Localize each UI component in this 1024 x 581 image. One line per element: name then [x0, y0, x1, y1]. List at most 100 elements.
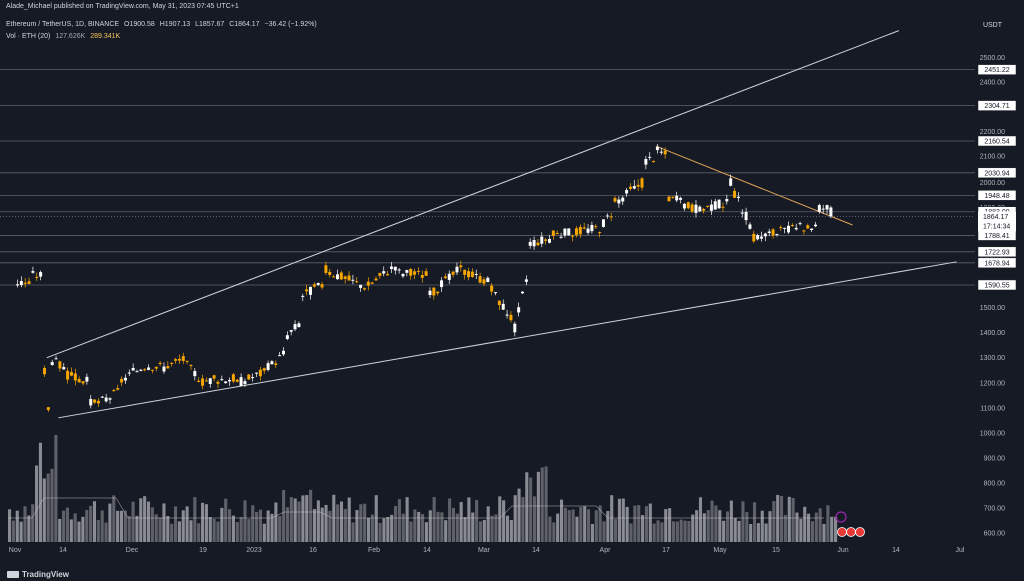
candle-body: [239, 377, 243, 387]
volume-bar: [189, 520, 193, 542]
volume-bar: [602, 521, 606, 542]
candle-body: [266, 363, 270, 370]
candle-body: [428, 290, 432, 296]
volume-bar: [787, 496, 791, 542]
volume-bar: [228, 509, 232, 542]
candle-body: [459, 265, 463, 268]
volume-bar: [594, 510, 598, 542]
high-value: H1907.13: [159, 21, 191, 28]
candle-body: [362, 288, 366, 290]
candle-body: [228, 380, 232, 382]
candle-body: [455, 266, 459, 273]
volume-ma-value: 289.341K: [90, 33, 121, 40]
volume-bar: [274, 502, 278, 542]
candle-body: [821, 208, 825, 210]
candle-body: [467, 271, 471, 278]
candle-body: [224, 381, 228, 384]
candle-body: [335, 274, 339, 280]
volume-bar: [725, 511, 730, 542]
candle-body: [112, 390, 116, 392]
candle-body: [386, 274, 390, 276]
candle-body: [709, 204, 713, 211]
volume-bar: [270, 513, 274, 542]
volume-bar: [448, 498, 452, 542]
candle-body: [447, 273, 451, 280]
volume-bar: [486, 506, 490, 542]
volume-label[interactable]: Vol · ETH (20): [6, 33, 51, 40]
candle-body: [648, 156, 652, 158]
price-tick-label: 1200.00: [980, 380, 1005, 387]
volume-bar: [108, 503, 112, 542]
volume-bar: [671, 521, 676, 542]
candle-body: [220, 379, 224, 381]
volume-bar: [675, 521, 679, 542]
volume-bar: [312, 509, 317, 542]
time-tick-label: 14: [423, 547, 431, 554]
candle-body: [706, 205, 710, 207]
volume-bar: [278, 515, 282, 542]
price-tick-label: 2400.00: [980, 80, 1005, 87]
volume-bar: [386, 517, 390, 542]
volume-bar: [139, 498, 143, 542]
price-level-label: 1590.55: [984, 282, 1009, 289]
candle-body: [532, 240, 536, 247]
volume-bar: [664, 509, 668, 542]
price-tick-label: 800.00: [984, 480, 1006, 487]
volume-bar: [104, 522, 108, 542]
candle-body: [420, 275, 424, 278]
candle-body: [54, 358, 58, 360]
candle-body: [216, 381, 220, 384]
candle-body: [655, 146, 659, 151]
price-level-label: 2451.22: [984, 67, 1009, 74]
volume-bar: [783, 514, 787, 542]
candle-body: [308, 286, 312, 295]
candle-body: [170, 362, 174, 364]
tradingview-logo[interactable]: TradingView: [7, 570, 69, 579]
volume-bar: [598, 505, 602, 542]
candle-body: [679, 197, 683, 200]
volume-bar: [590, 523, 594, 542]
candle-body: [567, 228, 571, 236]
candle-body: [123, 377, 127, 381]
volume-bar: [382, 518, 386, 542]
price-tick-label: 2200.00: [980, 129, 1005, 136]
candle-body: [293, 324, 297, 330]
volume-bar: [475, 499, 479, 542]
price-level-label: 2030.94: [984, 170, 1009, 177]
volume-bar: [544, 466, 548, 542]
price-level-label: 1678.94: [984, 260, 1009, 267]
candle-body: [702, 208, 706, 211]
time-tick-label: 14: [59, 547, 67, 554]
volume-bar: [432, 496, 436, 542]
candle-body: [389, 266, 393, 269]
volume-bar: [351, 522, 355, 542]
volume-bar: [822, 523, 826, 542]
volume-bar: [679, 519, 683, 542]
candle-body: [663, 150, 667, 155]
volume-bar: [459, 502, 463, 542]
time-tick-label: May: [713, 547, 727, 554]
candle-body: [478, 276, 482, 283]
volume-bar: [224, 498, 228, 542]
candle-body: [247, 374, 251, 380]
countdown-label: 17:14:34: [983, 223, 1010, 230]
candle-body: [806, 225, 810, 229]
time-tick-label: 15: [772, 547, 780, 554]
volume-bar: [525, 472, 529, 542]
volume-bar: [660, 522, 664, 542]
volume-bar: [749, 523, 753, 542]
candle-body: [736, 196, 740, 198]
candle-body: [108, 398, 112, 400]
candle-body: [424, 271, 428, 276]
candle-body: [613, 198, 617, 202]
volume-ma-line: [8, 497, 824, 519]
volume-bar: [830, 516, 834, 542]
volume-bar: [563, 507, 567, 542]
candle-body: [162, 366, 166, 372]
volume-bar: [201, 502, 205, 542]
volume-bar: [146, 501, 151, 542]
symbol-text[interactable]: Ethereum / TetherUS, 1D, BINANCE: [6, 21, 120, 28]
volume-bar: [718, 510, 722, 542]
candle-body: [601, 219, 605, 227]
